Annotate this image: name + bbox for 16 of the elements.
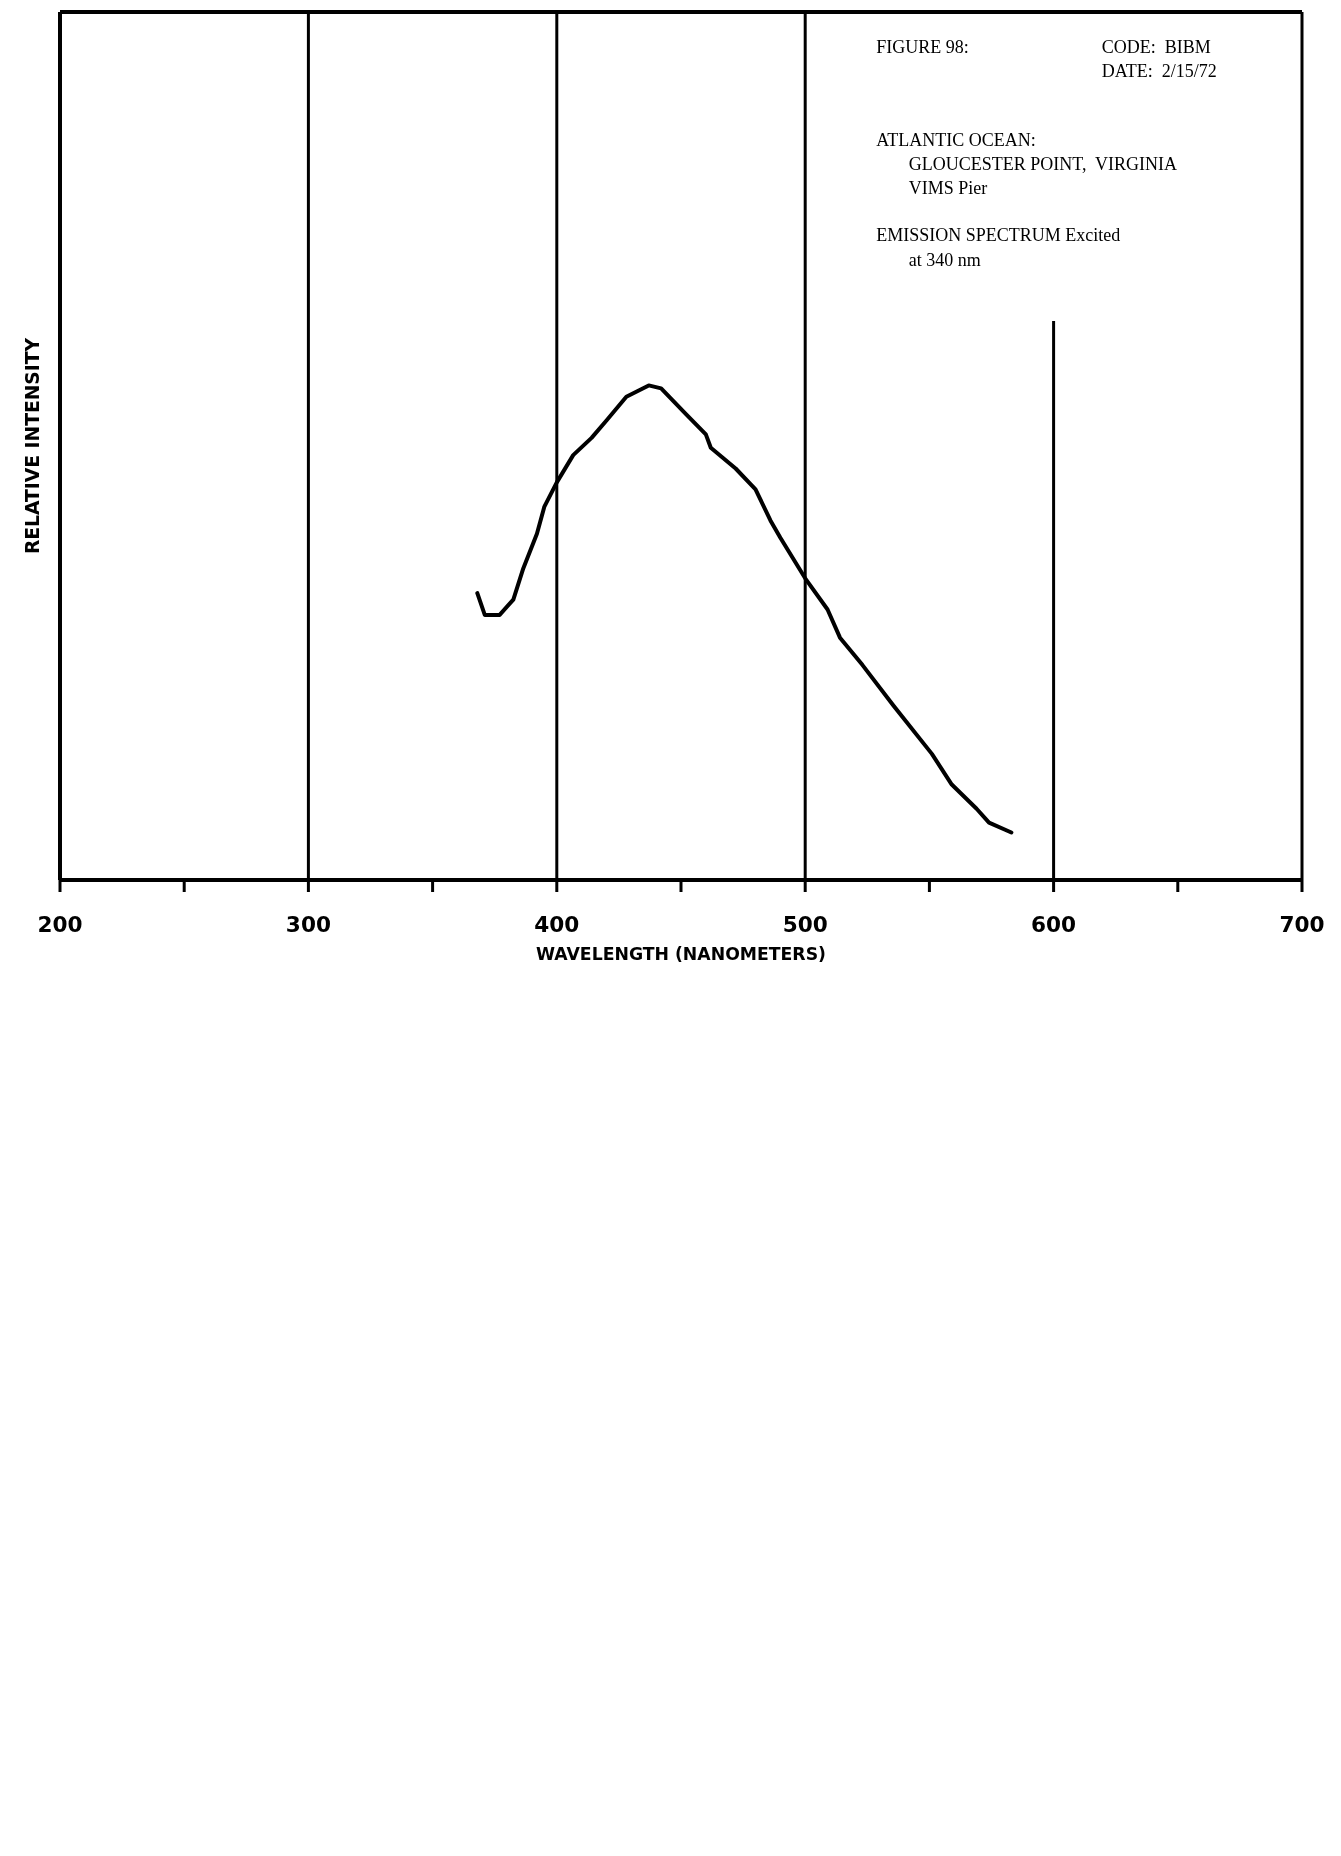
x-tick-label: 700 — [1279, 911, 1325, 937]
x-tick-label: 600 — [1031, 911, 1077, 937]
text: CODE: BIBM — [1101, 36, 1211, 57]
text: DATE: 2/15/72 — [1101, 61, 1217, 82]
x-tick-label: 500 — [782, 911, 828, 937]
x-axis-title: WAVELENGTH (NANOMETERS) — [536, 944, 826, 964]
text: VIMS Pier — [908, 178, 988, 198]
text: at 340 nm — [908, 250, 981, 270]
x-tick-label: 400 — [534, 911, 580, 937]
x-tick-label: 200 — [37, 911, 83, 937]
text: GLOUCESTER POINT, VIRGINIA — [908, 153, 1178, 174]
text: EMISSION SPECTRUM Excited — [876, 224, 1121, 245]
chart-title: FIGURE 98: — [876, 36, 969, 57]
text: ATLANTIC OCEAN: — [876, 129, 1036, 150]
y-axis-title: RELATIVE INTENSITY — [21, 337, 43, 555]
x-tick-label: 300 — [285, 911, 331, 937]
